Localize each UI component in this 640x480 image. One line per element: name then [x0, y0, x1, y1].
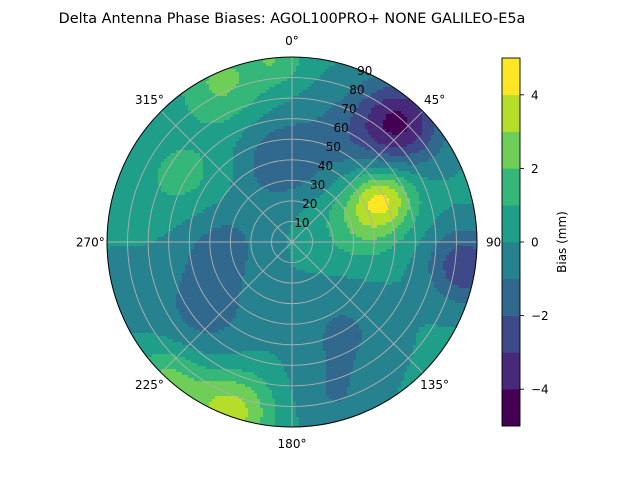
colorbar-segment — [502, 131, 520, 169]
radial-tick-label: 90 — [357, 64, 372, 78]
angle-tick-label: 180° — [278, 437, 307, 451]
chart-title: Delta Antenna Phase Biases: AGOL100PRO+ … — [59, 11, 526, 27]
colorbar-segment — [502, 389, 520, 427]
angle-tick-label: 270° — [76, 236, 105, 250]
colorbar-segment — [502, 278, 520, 316]
radial-tick-label: 30 — [310, 178, 325, 192]
angular-gridline — [291, 241, 424, 374]
colorbar-segment — [502, 94, 520, 132]
angle-tick-label: 135° — [420, 378, 449, 392]
radial-tick-label: 70 — [341, 102, 356, 116]
radial-tick-label: 50 — [326, 140, 341, 154]
colorbar: −4 −2 0 2 4 — [501, 57, 549, 427]
colorbar-segment — [502, 315, 520, 353]
angle-tick-label: 90 — [486, 236, 501, 250]
radial-tick-label: 20 — [302, 197, 317, 211]
colorbar-label: Bias (mm) — [555, 211, 569, 273]
angle-tick-label: 45° — [424, 93, 445, 107]
polar-grid — [107, 57, 477, 427]
polar-frame — [106, 56, 478, 428]
colorbar-segment — [502, 168, 520, 206]
colorbar-tick-label: −4 — [531, 383, 549, 397]
colorbar-tick-label: 0 — [531, 236, 539, 250]
radial-tick-label: 80 — [349, 83, 364, 97]
angular-gridline — [160, 110, 293, 243]
radial-tick-label: 10 — [294, 216, 309, 230]
radial-tick-labels: 10 20 30 40 50 60 70 80 90 — [294, 64, 372, 230]
angle-tick-labels: 0° 45° 90 135° 180° 225° 270° 315° — [76, 34, 501, 451]
angular-gridline — [291, 110, 424, 243]
colorbar-segment — [502, 352, 520, 390]
colorbar-segment — [502, 242, 520, 280]
colorbar-tick-label: 4 — [531, 88, 539, 102]
radial-tick-label: 40 — [318, 159, 333, 173]
radial-tick-label: 60 — [334, 121, 349, 135]
colorbar-tick-label: 2 — [531, 162, 539, 176]
angular-gridline — [160, 241, 293, 374]
colorbar-tick-label: −2 — [531, 309, 549, 323]
angle-tick-label: 315° — [135, 93, 164, 107]
colorbar-segment — [502, 205, 520, 243]
angle-tick-label: 225° — [135, 378, 164, 392]
colorbar-segment — [502, 58, 520, 96]
angle-tick-label: 0° — [285, 34, 299, 48]
